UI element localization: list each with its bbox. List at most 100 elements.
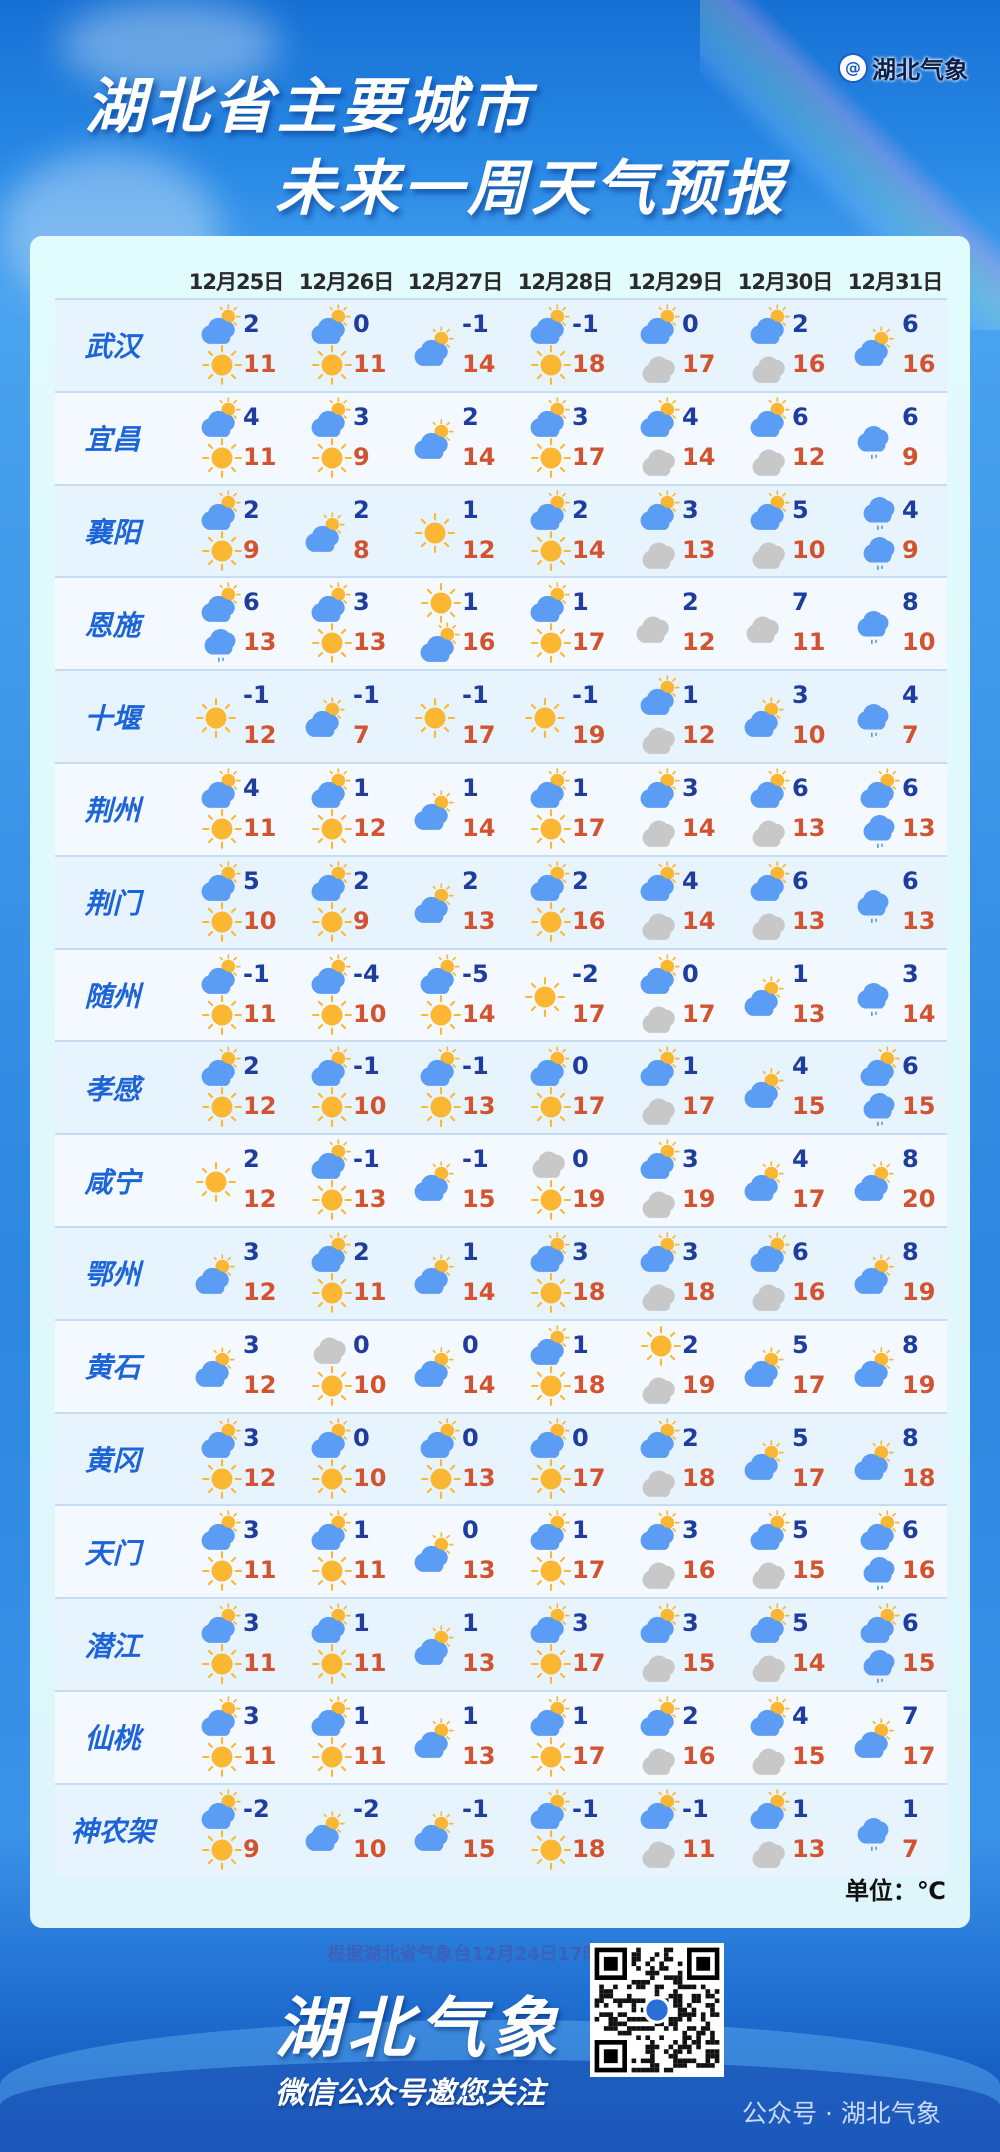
partly-cloudy-icon bbox=[640, 490, 682, 532]
partly-cloudy-icon bbox=[854, 1440, 896, 1482]
overcast-icon bbox=[640, 901, 682, 943]
high-temp: 11 bbox=[353, 1556, 387, 1585]
forecast-cell: 2 11 bbox=[181, 300, 291, 391]
low-temp: 0 bbox=[572, 1145, 589, 1174]
forecast-cell: 1 12 bbox=[291, 764, 401, 855]
forecast-cell: 3 16 bbox=[620, 1506, 730, 1597]
sunny-icon bbox=[311, 1736, 353, 1778]
partly-cloudy-icon bbox=[311, 861, 353, 903]
sunny-icon bbox=[530, 1829, 572, 1871]
low-temp: 1 bbox=[353, 1609, 370, 1638]
sunny-icon bbox=[524, 976, 566, 1018]
partly-cloudy-icon bbox=[860, 1046, 902, 1088]
high-temp: 12 bbox=[682, 721, 716, 750]
forecast-cell: 3 12 bbox=[181, 1228, 291, 1319]
high-temp: 17 bbox=[572, 1463, 606, 1492]
high-temp: 14 bbox=[572, 535, 606, 564]
forecast-cell: -1 15 bbox=[400, 1135, 510, 1226]
sunny-icon bbox=[201, 994, 243, 1036]
sunny-icon bbox=[201, 1736, 243, 1778]
light-rain-icon bbox=[201, 622, 243, 664]
city-name: 襄阳 bbox=[84, 515, 141, 549]
partly-cloudy-icon bbox=[201, 1696, 243, 1738]
sunny-icon bbox=[201, 901, 243, 943]
sunny-icon bbox=[530, 1086, 572, 1128]
table-row: 咸宁 2 12 -1 13 -1 15 0 19 3 19 4 17 8 20 bbox=[55, 1133, 947, 1226]
low-temp: 6 bbox=[792, 773, 809, 802]
sunny-icon bbox=[530, 1550, 572, 1592]
high-temp: 15 bbox=[462, 1834, 496, 1863]
sunny-icon bbox=[311, 994, 353, 1036]
low-temp: 2 bbox=[682, 1423, 699, 1452]
forecast-cell: 4 15 bbox=[730, 1692, 840, 1783]
follow-prompt: 微信公众号邀您关注 bbox=[275, 2076, 545, 2111]
low-temp: -1 bbox=[462, 1052, 489, 1081]
low-temp: 0 bbox=[572, 1052, 589, 1081]
low-temp: 1 bbox=[462, 1237, 479, 1266]
partly-cloudy-icon bbox=[750, 397, 792, 439]
table-row: 武汉 2 11 0 11 -1 14 -1 18 0 17 2 16 6 16 bbox=[55, 298, 947, 391]
forecast-cell: 3 15 bbox=[620, 1599, 730, 1690]
high-temp: 14 bbox=[462, 1277, 496, 1306]
forecast-cell: 8 19 bbox=[840, 1321, 950, 1412]
forecast-cell: 1 17 bbox=[620, 1042, 730, 1133]
low-temp: 5 bbox=[792, 495, 809, 524]
forecast-cell: 1 11 bbox=[291, 1599, 401, 1690]
low-temp: 7 bbox=[792, 588, 809, 617]
low-temp: 3 bbox=[243, 1330, 260, 1359]
low-temp: 2 bbox=[243, 1145, 260, 1174]
low-temp: 2 bbox=[243, 310, 260, 338]
forecast-cell: -1 11 bbox=[620, 1785, 730, 1876]
low-temp: 4 bbox=[682, 866, 699, 895]
forecast-cell: 3 18 bbox=[620, 1228, 730, 1319]
high-temp: 10 bbox=[353, 1092, 387, 1121]
high-temp: 14 bbox=[462, 350, 496, 378]
sunny-icon bbox=[530, 1179, 572, 1221]
forecast-cell: 8 19 bbox=[840, 1228, 950, 1319]
high-temp: 19 bbox=[572, 1185, 606, 1214]
sunny-icon bbox=[311, 808, 353, 850]
low-temp: -1 bbox=[353, 681, 380, 710]
forecast-cell: 5 17 bbox=[730, 1414, 840, 1505]
low-temp: 2 bbox=[682, 1701, 699, 1730]
low-temp: 1 bbox=[572, 1330, 589, 1359]
forecast-cell: -1 18 bbox=[510, 300, 620, 391]
low-temp: 1 bbox=[462, 1701, 479, 1730]
forecast-cell: -4 10 bbox=[291, 950, 401, 1041]
forecast-cell: 3 17 bbox=[510, 1599, 620, 1690]
forecast-cell: 4 14 bbox=[620, 857, 730, 948]
low-temp: -1 bbox=[353, 1052, 380, 1081]
low-temp: 3 bbox=[353, 402, 370, 431]
low-temp: 3 bbox=[682, 495, 699, 524]
partly-cloudy-icon bbox=[414, 1254, 456, 1296]
sunny-icon bbox=[414, 697, 456, 739]
high-temp: 14 bbox=[682, 906, 716, 935]
partly-cloudy-icon bbox=[414, 790, 456, 832]
sunny-icon bbox=[420, 994, 462, 1036]
overcast-icon bbox=[640, 1643, 682, 1685]
partly-cloudy-icon bbox=[744, 1068, 786, 1110]
high-temp: 18 bbox=[682, 1463, 716, 1492]
table-row: 宜昌 4 11 3 9 2 14 3 17 4 14 6 12 6 9 bbox=[55, 390, 950, 484]
partly-cloudy-icon bbox=[640, 1139, 682, 1181]
date-header: 12月29日 bbox=[627, 270, 723, 294]
issue-note: 根据湖北省气象台12月24日17时预报发布 bbox=[327, 1944, 673, 1965]
low-temp: 2 bbox=[462, 402, 479, 431]
unit-label: 单位：℃ bbox=[844, 1877, 946, 1905]
overcast-icon bbox=[640, 1829, 682, 1871]
forecast-cell: -1 14 bbox=[400, 300, 510, 391]
high-temp: 13 bbox=[902, 813, 936, 842]
high-temp: 11 bbox=[243, 1741, 277, 1770]
date-header: 12月27日 bbox=[407, 270, 503, 294]
qr-code[interactable] bbox=[590, 1943, 724, 2077]
title-line-1: 湖北省主要城市 bbox=[85, 72, 533, 142]
high-temp: 13 bbox=[902, 906, 936, 935]
city-name: 十堰 bbox=[84, 701, 141, 735]
city-name: 荆州 bbox=[84, 794, 141, 828]
high-temp: 11 bbox=[353, 1277, 387, 1306]
low-temp: 5 bbox=[792, 1609, 809, 1638]
partly-cloudy-icon bbox=[750, 1603, 792, 1645]
partly-cloudy-icon bbox=[311, 1696, 353, 1738]
